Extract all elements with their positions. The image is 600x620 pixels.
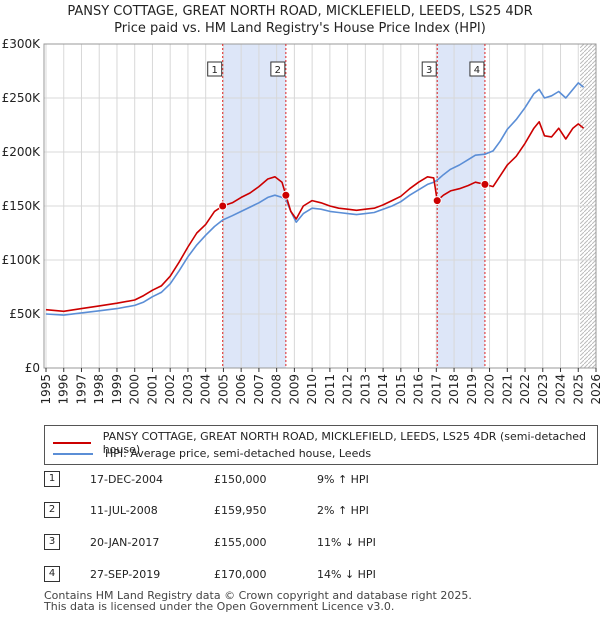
hpi-line [45,82,585,316]
sale-point [480,179,490,189]
x-tick-label: 2020 [483,374,497,405]
sale-chart-badge-label: 3 [426,65,432,76]
x-tick-label: 2026 [589,374,600,405]
property-price-line [45,121,585,313]
x-tick-label: 2005 [216,374,230,405]
chart-title: PANSY COTTAGE, GREAT NORTH ROAD, MICKLEF… [67,4,533,19]
x-tick-label: 2011 [323,374,337,405]
y-tick-label: £250K [2,91,42,105]
y-tick-label: £200K [2,145,42,159]
x-tick-label: 2018 [447,374,461,405]
x-tick-label: 2001 [145,374,159,405]
table-row: 3 20-JAN-2017 £155,000 11% ↓ HPI [44,534,444,554]
sale-hpi-change: 2% ↑ HPI [317,504,369,517]
x-tick-label: 2009 [287,374,301,405]
x-tick-label: 2004 [199,374,213,405]
x-tick-label: 1997 [74,374,88,405]
x-tick-label: 2022 [518,374,532,405]
sale-hpi-change: 9% ↑ HPI [317,473,369,486]
sale-date: 20-JAN-2017 [90,536,160,549]
legend-line-property [53,442,91,444]
sale-number-badge: 4 [44,566,60,582]
sale-chart-badge [421,61,437,77]
sale-point [281,190,291,200]
x-tick-label: 1998 [92,374,106,405]
legend-item-property: PANSY COTTAGE, GREAT NORTH ROAD, MICKLEF… [53,430,597,456]
sale-chart-badge-label: 4 [474,65,480,76]
footer-licence: This data is licensed under the Open Gov… [44,600,395,613]
x-tick-label: 2010 [305,374,319,405]
x-tick-label: 1995 [39,374,53,405]
table-row: 2 11-JUL-2008 £159,950 2% ↑ HPI [44,502,444,522]
sale-chart-badge-label: 2 [275,65,281,76]
sale-date: 27-SEP-2019 [90,568,161,581]
legend-line-hpi [53,452,93,455]
plot-frame [43,43,597,369]
footer-copyright: Contains HM Land Registry data © Crown c… [44,589,472,602]
sale-date: 11-JUL-2008 [90,504,158,517]
legend-label-hpi: HPI: Average price, semi-detached house,… [105,447,372,460]
sale-date: 17-DEC-2004 [90,473,164,486]
sale-chart-badge [270,61,286,77]
sale-number-badge: 2 [44,502,60,518]
chart-subtitle: Price paid vs. HM Land Registry's House … [114,21,486,36]
x-tick-label: 2025 [571,374,585,405]
x-tick-label: 2006 [234,374,248,405]
x-tick-label: 2024 [554,374,568,405]
sale-price: £159,950 [214,504,267,517]
x-tick-label: 2021 [500,374,514,405]
y-tick-label: £50K [9,307,41,321]
y-tick-label: £150K [2,199,42,213]
x-tick-label: 2012 [341,374,355,405]
sale-number-badge: 3 [44,534,60,550]
sale-chart-badge [469,61,485,77]
y-tick-label: £0 [25,361,40,375]
x-tick-label: 2017 [429,374,443,405]
x-tick-label: 1996 [57,374,71,405]
x-tick-label: 2008 [270,374,284,405]
x-tick-label: 2015 [394,374,408,405]
legend-label-property: PANSY COTTAGE, GREAT NORTH ROAD, MICKLEF… [102,430,587,456]
sale-price: £150,000 [214,473,267,486]
x-tick-label: 2002 [163,374,177,405]
sale-hpi-change: 11% ↓ HPI [317,536,376,549]
x-tick-label: 2019 [465,374,479,405]
legend-item-hpi: HPI: Average price, semi-detached house,… [53,447,371,460]
x-tick-label: 2007 [252,374,266,405]
sale-chart-badge-label: 1 [212,65,218,76]
table-row: 4 27-SEP-2019 £170,000 14% ↓ HPI [44,566,444,586]
sale-price: £155,000 [214,536,267,549]
x-tick-label: 1999 [110,374,124,405]
y-tick-label: £100K [2,253,42,267]
x-tick-label: 2000 [128,374,142,405]
sale-chart-badge [207,61,223,77]
x-tick-label: 2014 [376,374,390,405]
x-tick-label: 2016 [412,374,426,405]
sale-point [218,201,228,211]
x-tick-label: 2013 [358,374,372,405]
sale-hpi-change: 14% ↓ HPI [317,568,376,581]
table-row: 1 17-DEC-2004 £150,000 9% ↑ HPI [44,471,444,491]
legend: PANSY COTTAGE, GREAT NORTH ROAD, MICKLEF… [44,425,598,465]
sale-point [432,196,442,206]
footer: Contains HM Land Registry data © Crown c… [44,590,472,612]
y-tick-label: £300K [2,37,42,51]
x-tick-label: 2023 [536,374,550,405]
sale-number-badge: 1 [44,471,60,487]
sale-price: £170,000 [214,568,267,581]
x-tick-label: 2003 [181,374,195,405]
